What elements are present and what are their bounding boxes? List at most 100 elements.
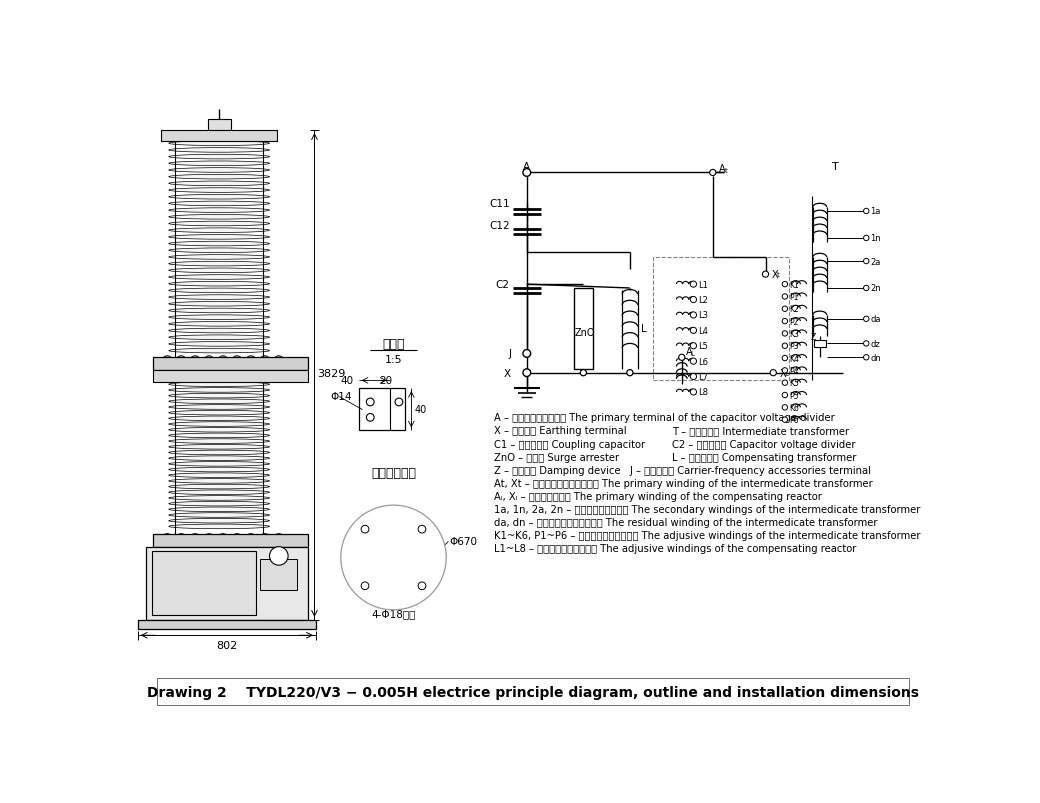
- Ellipse shape: [168, 382, 269, 387]
- Ellipse shape: [168, 328, 269, 333]
- Text: 20: 20: [380, 376, 392, 386]
- Ellipse shape: [261, 534, 269, 540]
- Bar: [653, 258, 788, 381]
- Text: Φ670: Φ670: [449, 536, 477, 546]
- Ellipse shape: [168, 422, 269, 427]
- Ellipse shape: [168, 322, 269, 327]
- Ellipse shape: [177, 374, 185, 380]
- Ellipse shape: [233, 374, 241, 380]
- Text: C11: C11: [489, 199, 510, 209]
- Circle shape: [863, 341, 869, 347]
- Circle shape: [782, 332, 787, 336]
- Ellipse shape: [168, 215, 269, 220]
- Ellipse shape: [266, 132, 275, 137]
- Ellipse shape: [177, 357, 185, 362]
- Ellipse shape: [168, 462, 269, 467]
- Circle shape: [782, 369, 787, 373]
- Text: T – 中间变压器 Intermediate transformer: T – 中间变压器 Intermediate transformer: [673, 426, 850, 436]
- Text: J: J: [509, 349, 512, 359]
- Text: 802: 802: [216, 641, 237, 650]
- Ellipse shape: [218, 374, 228, 380]
- Ellipse shape: [168, 411, 269, 415]
- Text: L2: L2: [698, 296, 708, 304]
- Bar: [814, 340, 826, 348]
- Ellipse shape: [168, 289, 269, 293]
- Text: A: A: [719, 164, 726, 173]
- Ellipse shape: [190, 357, 200, 362]
- Text: P6: P6: [789, 416, 799, 425]
- Circle shape: [863, 236, 869, 242]
- Text: 1a: 1a: [870, 207, 881, 216]
- Ellipse shape: [253, 132, 260, 137]
- Ellipse shape: [168, 132, 177, 137]
- Text: K5: K5: [789, 379, 800, 388]
- Text: P3: P3: [789, 342, 799, 351]
- Ellipse shape: [168, 155, 269, 160]
- Circle shape: [523, 169, 530, 177]
- Circle shape: [523, 369, 530, 377]
- Ellipse shape: [168, 316, 269, 320]
- Circle shape: [863, 259, 869, 264]
- Bar: [153, 358, 308, 370]
- Text: da: da: [870, 315, 881, 324]
- Text: L – 补偿电抗器 Compensating transformer: L – 补偿电抗器 Compensating transformer: [673, 452, 857, 462]
- Circle shape: [782, 295, 787, 300]
- Text: P4: P4: [789, 366, 799, 376]
- Circle shape: [709, 170, 716, 177]
- Ellipse shape: [168, 262, 269, 267]
- Text: dz: dz: [870, 340, 880, 349]
- Text: C2 – 电容分压器 Capacitor voltage divider: C2 – 电容分压器 Capacitor voltage divider: [673, 439, 856, 449]
- Ellipse shape: [233, 534, 241, 540]
- Circle shape: [269, 547, 288, 565]
- Ellipse shape: [168, 296, 269, 300]
- Ellipse shape: [168, 502, 269, 507]
- Ellipse shape: [168, 434, 269, 438]
- Ellipse shape: [168, 445, 269, 450]
- Bar: [574, 288, 593, 369]
- Text: Aₗ, Xₗ – 电抗器的主绵组 The primary winding of the compensating reactor: Aₗ, Xₗ – 电抗器的主绵组 The primary winding of …: [494, 491, 823, 501]
- Text: T: T: [832, 162, 838, 172]
- Ellipse shape: [168, 222, 269, 226]
- Text: A: A: [523, 162, 530, 172]
- Text: K4: K4: [789, 354, 800, 363]
- Ellipse shape: [168, 209, 269, 213]
- Ellipse shape: [246, 374, 255, 380]
- Ellipse shape: [163, 534, 172, 540]
- Ellipse shape: [168, 456, 269, 461]
- Text: da, dn – 中间变压器剖余电压绵组 The residual winding of the intermedicate transformer: da, dn – 中间变压器剖余电压绵组 The residual windin…: [494, 517, 878, 528]
- Ellipse shape: [168, 189, 269, 193]
- Text: L7: L7: [698, 373, 708, 381]
- Ellipse shape: [168, 399, 269, 404]
- Ellipse shape: [168, 142, 269, 146]
- Ellipse shape: [168, 513, 269, 518]
- Ellipse shape: [205, 357, 213, 362]
- Circle shape: [863, 286, 869, 291]
- Ellipse shape: [168, 282, 269, 287]
- Circle shape: [771, 370, 776, 377]
- Text: 40: 40: [340, 376, 354, 386]
- Ellipse shape: [168, 342, 269, 347]
- Circle shape: [361, 582, 369, 590]
- Text: C2: C2: [496, 279, 510, 290]
- Text: K1~K6, P1~P6 – 中间变压器的调节绵组 The adjusive windings of the intermedicate transformer: K1~K6, P1~P6 – 中间变压器的调节绵组 The adjusive w…: [494, 531, 920, 540]
- Text: ZnO: ZnO: [575, 328, 595, 337]
- Text: L: L: [784, 370, 788, 377]
- Ellipse shape: [168, 439, 269, 444]
- Text: L5: L5: [698, 342, 708, 351]
- Circle shape: [782, 307, 787, 312]
- Text: L: L: [641, 324, 647, 333]
- Ellipse shape: [168, 473, 269, 478]
- Text: 40: 40: [414, 405, 426, 414]
- Circle shape: [627, 370, 633, 377]
- Ellipse shape: [163, 357, 172, 362]
- Text: A: A: [685, 347, 693, 357]
- Text: t: t: [725, 168, 727, 174]
- Ellipse shape: [168, 388, 269, 393]
- Text: X: X: [779, 369, 786, 378]
- Ellipse shape: [168, 349, 269, 353]
- Text: L1: L1: [698, 280, 708, 289]
- Ellipse shape: [197, 132, 205, 137]
- Text: 4-Φ18均布: 4-Φ18均布: [371, 608, 416, 618]
- Circle shape: [691, 359, 697, 365]
- Circle shape: [863, 209, 869, 214]
